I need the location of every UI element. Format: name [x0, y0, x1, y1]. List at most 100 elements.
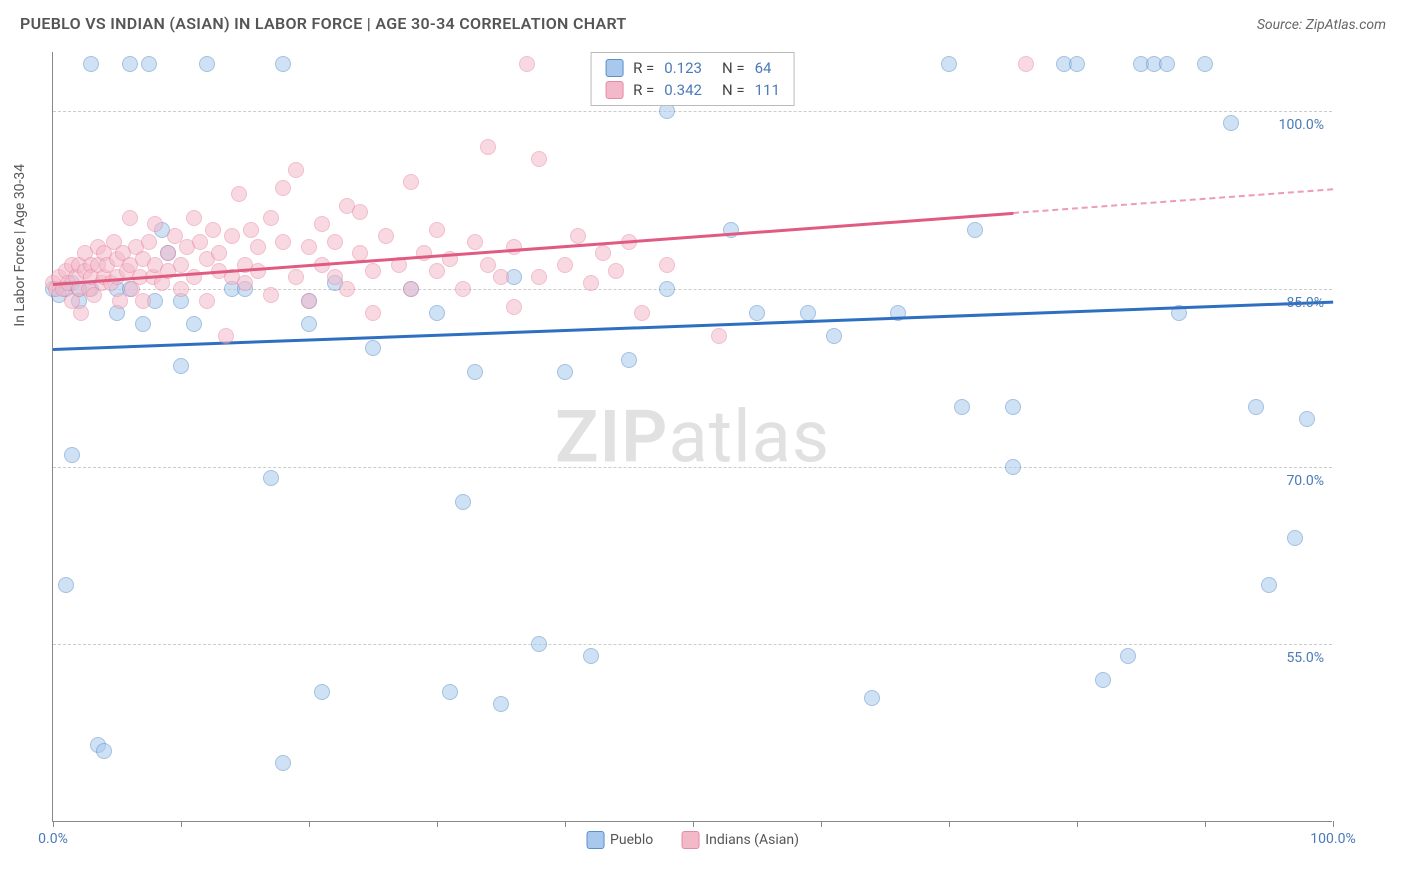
data-point [621, 352, 637, 368]
plot-area: ZIPatlas R = 0.123 N = 64 R = 0.342 N = … [52, 52, 1332, 822]
data-point [864, 690, 880, 706]
data-point [1005, 399, 1021, 415]
x-tick-label: 0.0% [38, 831, 68, 847]
x-tick-label: 100.0% [1310, 831, 1355, 847]
chart-title: PUEBLO VS INDIAN (ASIAN) IN LABOR FORCE … [20, 14, 627, 33]
data-point [250, 239, 266, 255]
data-point [173, 257, 189, 273]
data-point [263, 287, 279, 303]
data-point [301, 239, 317, 255]
data-point [96, 743, 112, 759]
data-point [186, 316, 202, 332]
y-tick-label: 85.0% [1286, 295, 1324, 311]
legend-label-indians: Indians (Asian) [705, 832, 799, 848]
data-point [531, 269, 547, 285]
chart-source: Source: ZipAtlas.com [1257, 17, 1386, 33]
data-point [442, 684, 458, 700]
data-point [1095, 672, 1111, 688]
data-point [429, 305, 445, 321]
data-point [608, 263, 624, 279]
legend-swatch-pueblo [586, 831, 604, 849]
x-tick [821, 821, 822, 827]
data-point [365, 305, 381, 321]
data-point [1120, 648, 1136, 664]
data-point [557, 257, 573, 273]
data-point [403, 174, 419, 190]
data-point [135, 316, 151, 332]
data-point [73, 305, 89, 321]
data-point [1299, 411, 1315, 427]
data-point [199, 293, 215, 309]
data-point [314, 684, 330, 700]
data-point [941, 56, 957, 72]
data-point [58, 577, 74, 593]
r-label: R = [633, 59, 654, 77]
data-point [211, 245, 227, 261]
data-point [378, 228, 394, 244]
data-point [1018, 56, 1034, 72]
data-point [467, 364, 483, 380]
data-point [749, 305, 765, 321]
data-point [122, 56, 138, 72]
data-point [429, 222, 445, 238]
data-point [218, 328, 234, 344]
data-point [467, 234, 483, 250]
data-point [1197, 56, 1213, 72]
stats-legend-box: R = 0.123 N = 64 R = 0.342 N = 111 [590, 52, 795, 106]
data-point [224, 228, 240, 244]
swatch-indians [605, 81, 623, 99]
y-tick-label: 100.0% [1279, 117, 1324, 133]
data-point [531, 636, 547, 652]
data-point [1069, 56, 1085, 72]
data-point [263, 210, 279, 226]
data-point [263, 470, 279, 486]
trend-line [53, 301, 1333, 351]
data-point [455, 281, 471, 297]
data-point [199, 56, 215, 72]
data-point [301, 316, 317, 332]
data-point [173, 281, 189, 297]
stats-row-pueblo: R = 0.123 N = 64 [605, 57, 780, 79]
data-point [1005, 459, 1021, 475]
data-point [711, 328, 727, 344]
data-point [288, 269, 304, 285]
data-point [480, 257, 496, 273]
n-label: N = [722, 59, 745, 77]
data-point [826, 328, 842, 344]
data-point [327, 234, 343, 250]
x-tick [437, 821, 438, 827]
data-point [314, 216, 330, 232]
swatch-pueblo [605, 59, 623, 77]
gridline [53, 644, 1332, 645]
y-tick-label: 70.0% [1286, 473, 1324, 489]
data-point [64, 447, 80, 463]
data-point [352, 204, 368, 220]
data-point [531, 151, 547, 167]
data-point [339, 281, 355, 297]
x-tick [949, 821, 950, 827]
data-point [480, 139, 496, 155]
data-point [634, 305, 650, 321]
data-point [403, 281, 419, 297]
data-point [186, 210, 202, 226]
data-point [493, 269, 509, 285]
data-point [519, 56, 535, 72]
x-tick [565, 821, 566, 827]
n-value-pueblo: 64 [755, 59, 772, 77]
data-point [583, 648, 599, 664]
r-value-pueblo: 0.123 [664, 59, 702, 77]
data-point [416, 245, 432, 261]
trend-line-dashed [1013, 188, 1333, 214]
data-point [455, 494, 471, 510]
data-point [192, 234, 208, 250]
n-label: N = [722, 81, 745, 99]
data-point [967, 222, 983, 238]
data-point [83, 56, 99, 72]
data-point [493, 696, 509, 712]
data-point [147, 216, 163, 232]
legend-item-pueblo: Pueblo [586, 831, 653, 849]
data-point [327, 269, 343, 285]
data-point [365, 340, 381, 356]
data-point [275, 56, 291, 72]
n-value-indians: 111 [755, 81, 780, 99]
